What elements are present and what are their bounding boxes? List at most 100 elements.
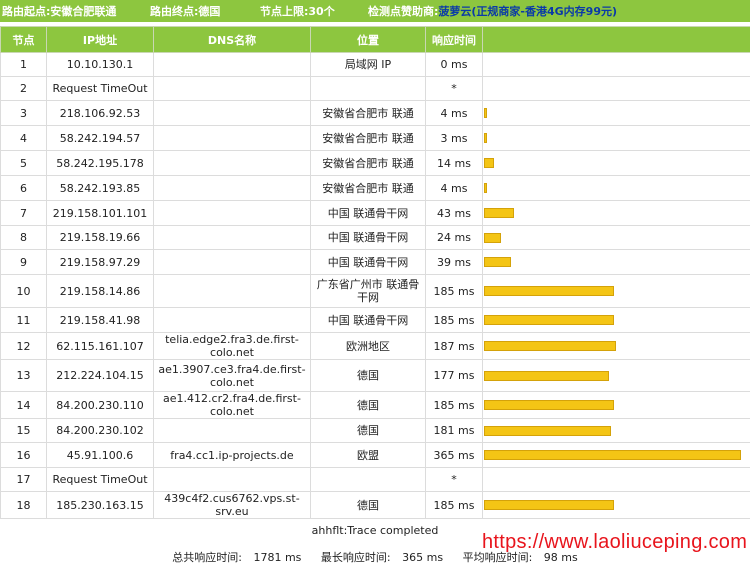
table-header-row: 节点 IP地址 DNS名称 位置 响应时间 xyxy=(0,26,750,53)
trace-summary-bar: 路由起点:安徽合肥联通 路由终点:德国 节点上限:30个 检测点赞助商:菠萝云(… xyxy=(0,0,750,22)
route-destination-value: 德国 xyxy=(198,5,221,18)
hop-location xyxy=(310,467,426,492)
hop-number: 2 xyxy=(0,76,47,101)
hop-response-time: 365 ms xyxy=(425,442,483,468)
sponsor-ad: (正规商家-香港4G内存99元) xyxy=(471,5,618,18)
column-header-hop: 节点 xyxy=(0,26,47,53)
hop-location: 德国 xyxy=(310,359,426,392)
hop-response-time: * xyxy=(425,76,483,101)
avg-response-time: 平均响应时间: 98 ms xyxy=(459,551,582,564)
hop-location: 广东省广州市 联通骨干网 xyxy=(310,274,426,308)
hop-response-time: 0 ms xyxy=(425,52,483,77)
hop-ip: 84.200.230.110 xyxy=(46,391,154,419)
hop-dns xyxy=(153,274,311,308)
hop-number: 9 xyxy=(0,249,47,275)
hop-latency-bar-cell xyxy=(482,52,750,77)
hop-response-time: 43 ms xyxy=(425,200,483,226)
hop-latency-bar-cell xyxy=(482,467,750,492)
latency-bar xyxy=(484,232,501,243)
hop-latency-bar-cell xyxy=(482,307,750,333)
latency-bar xyxy=(484,450,741,460)
hop-dns xyxy=(153,249,311,275)
latency-bar xyxy=(484,315,614,325)
hop-dns xyxy=(153,225,311,250)
route-destination-label: 路由终点: xyxy=(150,5,199,18)
hop-ip: Request TimeOut xyxy=(46,76,154,101)
hop-latency-bar-cell xyxy=(482,175,750,201)
hop-latency-bar-cell xyxy=(482,442,750,468)
route-destination: 路由终点:德国 xyxy=(150,3,260,19)
hop-row: 9 219.158.97.29 中国 联通骨干网 39 ms xyxy=(0,249,750,275)
hop-dns xyxy=(153,125,311,151)
latency-bar xyxy=(484,500,614,510)
hop-latency-bar-cell xyxy=(482,391,750,419)
hop-row: 18 185.230.163.15 439c4f2.cus6762.vps.st-s… xyxy=(0,491,750,519)
hop-dns xyxy=(153,76,311,101)
hop-number: 10 xyxy=(0,274,47,308)
column-header-bar xyxy=(482,26,750,53)
hop-ip: 58.242.194.57 xyxy=(46,125,154,151)
hop-row: 16 45.91.100.6 fra4.cc1.ip-projects.de 欧盟 36… xyxy=(0,442,750,468)
hop-dns: 439c4f2.cus6762.vps.st-srv.eu xyxy=(153,491,311,519)
hop-dns xyxy=(153,418,311,443)
latency-bar xyxy=(484,133,487,143)
hop-row: 2 Request TimeOut * xyxy=(0,76,750,101)
hop-limit: 节点上限:30个 xyxy=(260,3,368,19)
route-origin-value: 安徽合肥联通 xyxy=(50,5,117,18)
hop-latency-bar-cell xyxy=(482,225,750,250)
hop-location: 中国 联通骨干网 xyxy=(310,225,426,250)
hop-row: 8 219.158.19.66 中国 联通骨干网 24 ms xyxy=(0,225,750,250)
hop-ip: 219.158.97.29 xyxy=(46,249,154,275)
hop-location: 安徽省合肥市 联通 xyxy=(310,125,426,151)
sponsor-label: 检测点赞助商: xyxy=(368,5,439,18)
hop-number: 3 xyxy=(0,100,47,126)
avg-value: 98 ms xyxy=(543,551,578,564)
latency-bar xyxy=(484,208,514,218)
hop-dns: telia.edge2.fra3.de.first-colo.net xyxy=(153,332,311,360)
hop-dns xyxy=(153,175,311,201)
hop-dns xyxy=(153,200,311,226)
hop-dns: ae1.412.cr2.fra4.de.first-colo.net xyxy=(153,391,311,419)
route-origin-label: 路由起点: xyxy=(2,5,51,18)
hop-ip: Request TimeOut xyxy=(46,467,154,492)
hop-ip: 84.200.230.102 xyxy=(46,418,154,443)
hop-number: 4 xyxy=(0,125,47,151)
hop-row: 13 212.224.104.15 ae1.3907.ce3.fra4.de.fir… xyxy=(0,359,750,392)
hop-ip: 219.158.14.86 xyxy=(46,274,154,308)
trace-status: ahhflt:Trace completed xyxy=(311,524,439,537)
hop-response-time: 181 ms xyxy=(425,418,483,443)
hop-row: 5 58.242.195.178 安徽省合肥市 联通 14 ms xyxy=(0,150,750,176)
hop-ip: 185.230.163.15 xyxy=(46,491,154,519)
hop-limit-label: 节点上限: xyxy=(260,5,309,18)
hop-ip: 45.91.100.6 xyxy=(46,442,154,468)
hop-ip: 62.115.161.107 xyxy=(46,332,154,360)
hop-row: 11 219.158.41.98 中国 联通骨干网 185 ms xyxy=(0,307,750,333)
hop-location: 中国 联通骨干网 xyxy=(310,249,426,275)
hop-number: 8 xyxy=(0,225,47,250)
hop-number: 14 xyxy=(0,391,47,419)
hop-latency-bar-cell xyxy=(482,150,750,176)
max-value: 365 ms xyxy=(402,551,444,564)
latency-bar xyxy=(484,370,609,381)
hop-number: 1 xyxy=(0,52,47,77)
watermark-url: https://www.laoliuceping.com xyxy=(482,531,748,553)
hop-response-time: 4 ms xyxy=(425,100,483,126)
route-origin: 路由起点:安徽合肥联通 xyxy=(2,3,150,19)
hop-dns xyxy=(153,307,311,333)
hop-location: 局域网 IP xyxy=(310,52,426,77)
hop-location xyxy=(310,76,426,101)
column-header-location: 位置 xyxy=(310,26,426,53)
hop-ip: 10.10.130.1 xyxy=(46,52,154,77)
hop-row: 7 219.158.101.101 中国 联通骨干网 43 ms xyxy=(0,200,750,226)
total-value: 1781 ms xyxy=(253,551,302,564)
hop-number: 12 xyxy=(0,332,47,360)
hop-latency-bar-cell xyxy=(482,359,750,392)
sponsor-link[interactable]: 菠萝云 xyxy=(438,5,472,18)
latency-bar xyxy=(484,183,487,193)
hop-row: 15 84.200.230.102 德国 181 ms xyxy=(0,418,750,443)
hop-row: 6 58.242.193.85 安徽省合肥市 联通 4 ms xyxy=(0,175,750,201)
hop-number: 6 xyxy=(0,175,47,201)
column-header-ip: IP地址 xyxy=(46,26,154,53)
traceroute-rows: 1 10.10.130.1 局域网 IP 0 ms 2 Request TimeOut * 3… xyxy=(0,52,750,519)
max-label: 最长响应时间: xyxy=(320,551,391,564)
